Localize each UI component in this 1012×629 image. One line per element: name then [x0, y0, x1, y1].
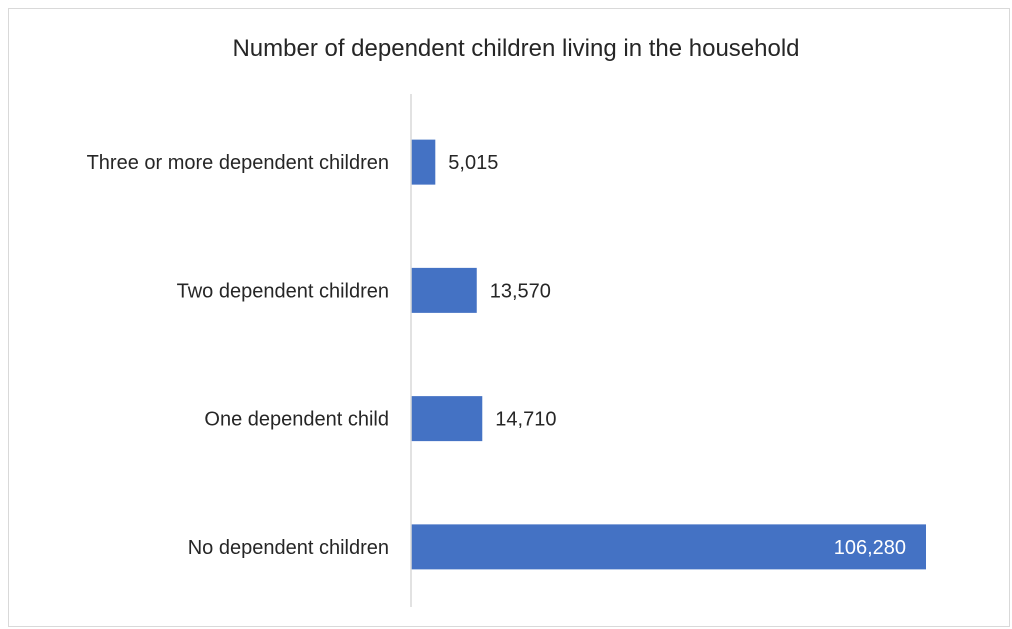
category-label-0: Three or more dependent children — [87, 152, 389, 174]
category-label-2: One dependent child — [204, 409, 389, 431]
category-label-1: Two dependent children — [177, 280, 389, 302]
value-label-0: 5,015 — [448, 152, 498, 174]
bar-0 — [411, 139, 436, 185]
chart-title: Number of dependent children living in t… — [232, 35, 799, 62]
value-label-1: 13,570 — [490, 280, 551, 302]
value-label-3: 106,280 — [834, 537, 906, 559]
category-label-3: No dependent children — [188, 537, 389, 559]
bar-1 — [411, 267, 477, 313]
chart-frame — [8, 8, 1010, 627]
bar-2 — [411, 396, 483, 442]
value-label-2: 14,710 — [495, 409, 556, 431]
bar-3 — [411, 524, 926, 570]
bars-group: Three or more dependent children 5,015 Two… — [87, 139, 926, 570]
